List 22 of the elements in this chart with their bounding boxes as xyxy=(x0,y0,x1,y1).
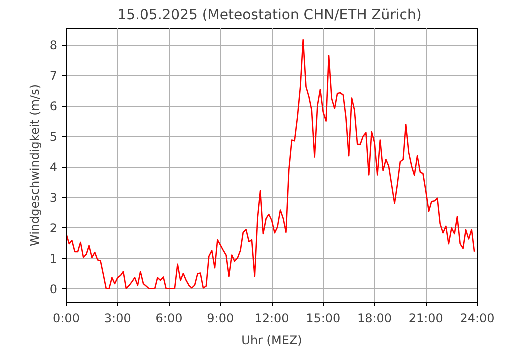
x-tick-label: 24:00 xyxy=(460,312,495,326)
x-tick-label: 21:00 xyxy=(408,312,444,326)
x-tick-label: 6:00 xyxy=(156,312,183,326)
y-tick-label: 7 xyxy=(50,69,58,84)
x-tick-label: 18:00 xyxy=(357,312,392,326)
y-tick-label: 0 xyxy=(50,282,58,296)
y-tick-label: 3 xyxy=(50,190,58,205)
y-tick-label: 2 xyxy=(50,221,58,236)
line-series xyxy=(66,39,476,290)
x-tick-label: 3:00 xyxy=(104,312,132,326)
chart-title: 15.05.2025 (Meteostation CHN/ETH Zürich) xyxy=(118,8,422,24)
x-tick-label: 15:00 xyxy=(306,312,341,326)
y-tick-label: 5 xyxy=(50,130,58,144)
x-tick-label: 0:00 xyxy=(53,312,80,326)
x-axis-title: Uhr (MEZ) xyxy=(242,334,302,348)
y-tick-label: 6 xyxy=(50,100,58,114)
y-tick-label: 8 xyxy=(50,38,58,53)
x-tick-label: 9:00 xyxy=(207,312,234,326)
y-tick-label: 4 xyxy=(50,160,58,175)
y-tick-label: 1 xyxy=(50,252,58,266)
y-axis-title: Windgeschwindigkeit (m/s) xyxy=(28,84,42,247)
x-tick-label: 12:00 xyxy=(254,312,290,326)
